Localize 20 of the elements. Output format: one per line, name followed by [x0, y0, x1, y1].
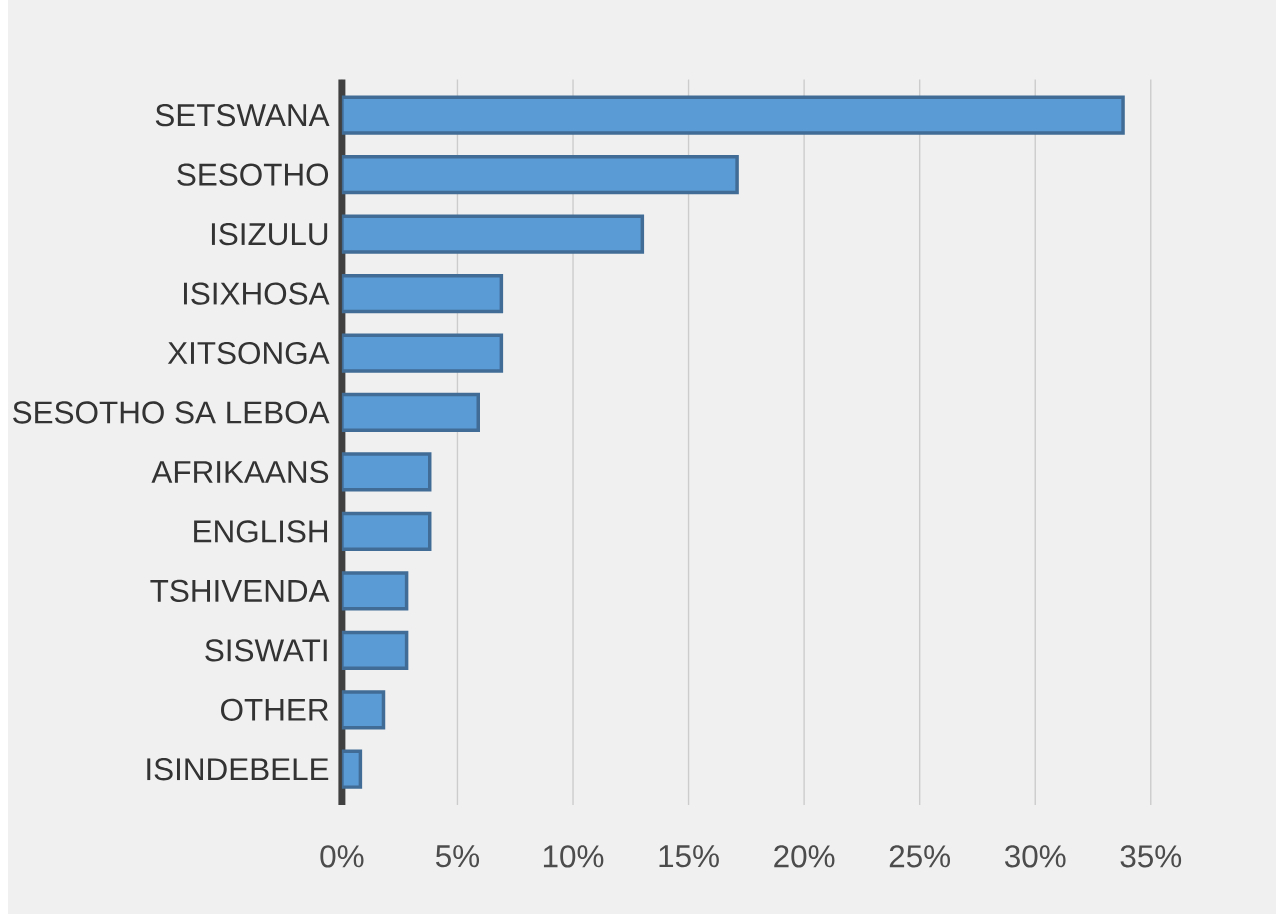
x-tick-label: 25% [889, 845, 951, 868]
y-tick-label: ISIXHOSA [183, 282, 330, 305]
y-tick-label: TSHIVENDA [150, 579, 330, 602]
x-tick-label: 5% [436, 845, 480, 868]
y-tick-label: ISINDEBELE [147, 757, 329, 781]
x-tick-label: 35% [1120, 845, 1182, 868]
x-tick-label: 15% [659, 845, 719, 868]
y-tick-label: SISWATI [205, 639, 327, 662]
x-tick-label: 0% [320, 845, 364, 868]
y-tick-label: ENGLISH [194, 520, 328, 543]
y-tick-label: XITSONGA [167, 341, 330, 365]
x-tick-label: 10% [543, 845, 604, 868]
y-tick-label: SESOTHO SA LEBOA [13, 401, 330, 424]
y-tick-label: ISIZULU [211, 222, 328, 246]
x-tick-label: 30% [1004, 845, 1066, 868]
y-tick-label: SETSWANA [155, 103, 330, 127]
y-tick-label: OTHER [221, 698, 329, 721]
y-tick-label: SESOTHO [177, 163, 329, 186]
y-tick-label: AFRIKAANS [151, 460, 329, 483]
x-tick-label: 20% [774, 845, 835, 868]
